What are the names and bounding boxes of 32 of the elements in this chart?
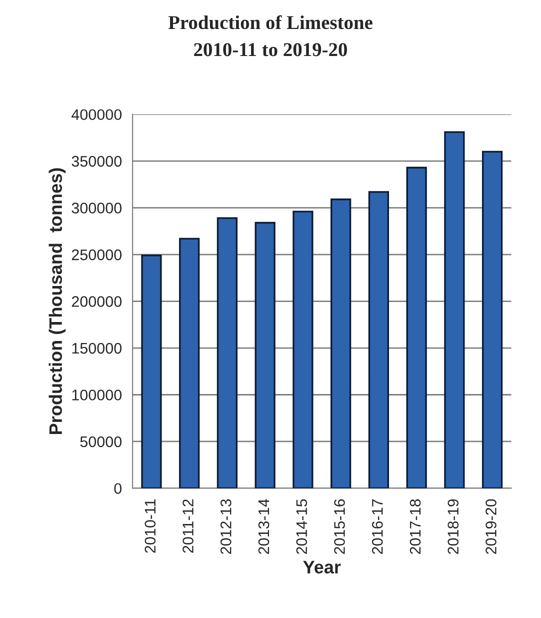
bar — [444, 131, 465, 488]
y-tick-label: 250000 — [72, 249, 122, 260]
y-tick-label: 150000 — [72, 342, 122, 354]
bar — [179, 238, 200, 488]
x-tick-label: 2014-15 — [296, 499, 308, 554]
chart-title: Production of Limestone 2010-11 to 2019-20 — [168, 15, 372, 56]
x-tick-label: 2017-18 — [410, 499, 421, 554]
x-tick-label: 2019-20 — [486, 499, 496, 554]
bar — [406, 166, 427, 488]
x-tick-label: 2010-11 — [144, 499, 156, 553]
y-tick-label: 300000 — [72, 202, 122, 214]
bar — [330, 198, 352, 488]
y-tick-label: 50000 — [80, 436, 122, 448]
x-tick-label: 2018-19 — [448, 499, 459, 554]
bar — [254, 222, 276, 488]
bar — [141, 254, 162, 488]
x-tick-label: 2013-14 — [258, 499, 270, 554]
y-tick-label: 350000 — [72, 156, 122, 167]
x-tick-label: 2015-16 — [334, 499, 345, 554]
bar — [368, 191, 390, 488]
bar — [482, 150, 503, 488]
y-tick-label: 0 — [114, 483, 122, 494]
y-axis-title: Production (Thousand tonnes) — [48, 168, 66, 434]
y-tick-label: 200000 — [72, 296, 122, 307]
y-tick-label: 400000 — [72, 109, 122, 120]
x-tick-label: 2016-17 — [372, 499, 383, 554]
bar — [292, 210, 314, 488]
x-tick-label: 2012-13 — [220, 499, 232, 554]
bar — [216, 217, 238, 488]
x-tick-label: 2011-12 — [182, 499, 194, 553]
x-axis-title: Year — [303, 560, 341, 574]
y-tick-label: 100000 — [72, 390, 122, 400]
